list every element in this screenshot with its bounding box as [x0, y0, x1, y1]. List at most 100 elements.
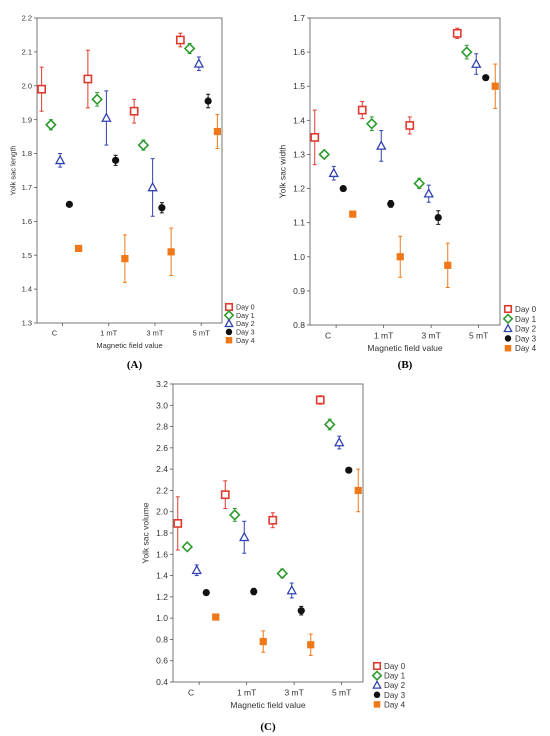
y-axis-label: Yolk sac length: [8, 145, 17, 195]
data-point: [323, 418, 336, 431]
data-point: [202, 589, 210, 597]
chart-panel-0: 1.3 1.4 1.5 1.6 1.7 1.8 1.9 2.0 2.1 2.2 C 1 mT 3 mT 5…: [8, 14, 254, 371]
plot-frame: [36, 17, 223, 324]
x-tick-label: C: [188, 688, 194, 698]
legend-marker: [372, 661, 382, 671]
x-axis-label: Magnetic field value: [230, 700, 305, 710]
x-tick-label: 5 mT: [193, 329, 211, 338]
data-point: [112, 156, 120, 164]
data-point: [158, 204, 166, 212]
data-point: [83, 74, 93, 84]
x-tick-label: 1 mT: [374, 331, 393, 341]
data-point: [173, 519, 183, 528]
data-point: [239, 531, 250, 542]
x-tick-label: 3 mT: [284, 688, 303, 698]
data-point: [228, 509, 241, 521]
data-point: [434, 213, 442, 222]
legend-marker: [372, 679, 382, 689]
data-point: [297, 607, 305, 615]
y-tick-label: 1.2: [156, 592, 168, 602]
legend-entry: Day 3: [236, 329, 255, 337]
y-tick-label: 3.2: [156, 379, 168, 389]
y-tick-label: 2.6: [156, 443, 168, 453]
data-point: [310, 132, 320, 142]
y-tick-label: 2.1: [22, 48, 32, 57]
data-point: [396, 253, 404, 261]
data-point: [328, 167, 339, 178]
legend-entry: Day 2: [236, 320, 255, 328]
data-point: [315, 395, 325, 405]
y-tick-label: 1.3: [293, 149, 305, 159]
data-point: [65, 200, 73, 208]
y-tick-label: 1.5: [22, 251, 32, 260]
y-tick-label: 1.0: [156, 613, 168, 623]
y-tick-label: 2.0: [156, 507, 168, 517]
y-axis-label: Yolk sac width: [277, 144, 287, 198]
y-tick-label: 3.0: [156, 400, 168, 410]
legend-marker: [371, 670, 383, 681]
data-point: [193, 58, 205, 68]
data-point: [101, 112, 112, 122]
legend-marker: [503, 304, 513, 314]
legend-entry: Day 4: [384, 700, 406, 709]
legend-entry: Day 1: [384, 672, 406, 681]
legend-marker: [504, 335, 512, 342]
x-tick-label: 5 mT: [332, 688, 351, 698]
data-point: [376, 140, 387, 150]
legend-marker: [223, 309, 235, 321]
legend-marker: [502, 313, 514, 325]
legend-entry: Day 0: [236, 304, 255, 312]
data-point: [349, 210, 357, 218]
x-tick-label: 1 mT: [237, 688, 256, 698]
legend-entry: Day 1: [515, 315, 537, 324]
x-axis-label: Magnetic field value: [96, 341, 162, 350]
data-point: [75, 244, 83, 253]
x-tick-label: C: [52, 329, 58, 338]
legend-entry: Day 4: [236, 337, 255, 345]
data-point: [250, 587, 258, 596]
data-point: [181, 541, 194, 553]
data-point: [212, 613, 220, 621]
plot-frame: [172, 383, 364, 683]
x-tick-label: 3 mT: [146, 329, 164, 338]
y-tick-label: 1.9: [22, 115, 32, 124]
y-tick-label: 1.6: [22, 217, 32, 226]
x-tick-label: 1 mT: [100, 329, 118, 338]
data-point: [444, 261, 452, 269]
legend-entry: Day 1: [236, 312, 255, 320]
y-tick-label: 0.6: [156, 656, 168, 666]
data-point: [345, 466, 353, 474]
legend-marker: [224, 302, 234, 312]
legend-entry: Day 4: [515, 344, 537, 353]
x-axis-label: Magnetic field value: [367, 343, 442, 353]
data-point: [191, 564, 202, 575]
x-tick-label: C: [325, 331, 331, 341]
legend-entry: Day 2: [515, 325, 537, 334]
y-tick-label: 1.4: [293, 115, 305, 125]
data-point: [357, 105, 367, 115]
data-point: [452, 28, 462, 38]
legend-marker: [373, 701, 381, 708]
y-tick-label: 1.8: [22, 149, 32, 158]
legend-marker: [503, 323, 513, 333]
data-point: [183, 42, 196, 55]
data-point: [365, 117, 378, 130]
data-point: [259, 637, 267, 646]
data-point: [318, 148, 331, 161]
x-tick-label: 5 mT: [469, 331, 488, 341]
data-point: [121, 255, 129, 263]
data-point: [460, 46, 473, 58]
y-tick-label: 2.2: [22, 14, 32, 23]
data-point: [307, 641, 315, 649]
legend-entry: Day 0: [384, 662, 406, 671]
y-tick-label: 2.8: [156, 422, 168, 432]
y-tick-label: 1.1: [293, 218, 305, 228]
data-point: [471, 58, 482, 68]
legend-entry: Day 2: [384, 681, 406, 690]
y-tick-label: 1.0: [293, 252, 305, 262]
y-tick-label: 1.4: [22, 285, 32, 294]
